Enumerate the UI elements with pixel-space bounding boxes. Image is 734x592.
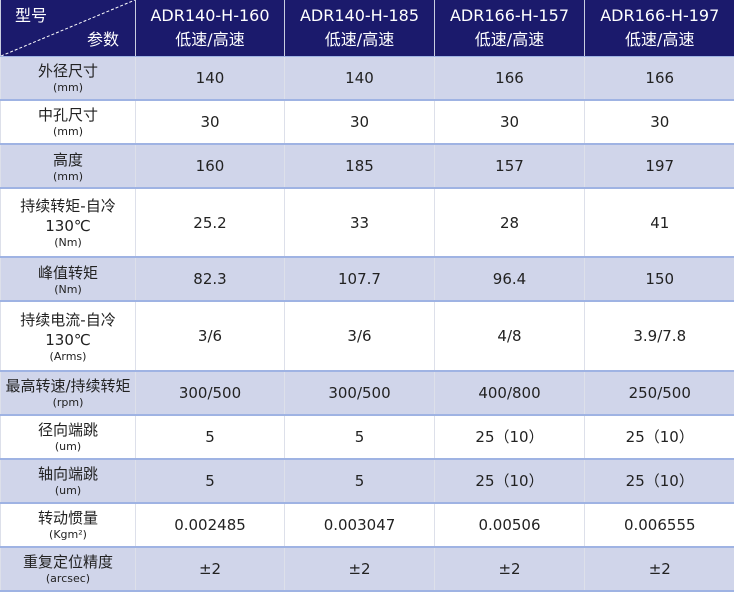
value-cell: 25（10）: [434, 458, 585, 504]
value-cell: 30: [584, 99, 734, 146]
value-cell: 107.7: [284, 257, 435, 303]
param-cell: 高度 (mm): [0, 144, 136, 190]
model-header: ADR166-H-157 低速/高速: [434, 0, 585, 57]
value-cell: 185: [284, 144, 435, 190]
value-cell: 3/6: [135, 301, 285, 372]
header-row: 型号 参数 ADR140-H-160 低速/高速 ADR140-H-185 低速/高…: [0, 0, 734, 57]
table-row: 持续电流-自冷 130℃ (Arms) 3/6 3/6 4/8 3.9/7.8: [0, 301, 734, 372]
value-cell: 5: [135, 414, 285, 460]
value-cell: 0.00506: [434, 502, 585, 548]
model-header: ADR140-H-185 低速/高速: [284, 0, 435, 57]
value-cell: 300/500: [135, 370, 285, 416]
value-cell: 82.3: [135, 257, 285, 303]
value-cell: 140: [284, 56, 435, 101]
table-row: 径向端跳 (um) 5 5 25（10） 25（10）: [0, 414, 734, 460]
value-cell: 33: [284, 188, 435, 259]
value-cell: 5: [284, 458, 435, 504]
value-cell: 0.002485: [135, 502, 285, 548]
value-cell: 25（10）: [584, 414, 734, 460]
value-cell: ±2: [434, 546, 585, 592]
value-cell: 30: [434, 99, 585, 146]
value-cell: 30: [135, 99, 285, 146]
value-cell: 166: [584, 56, 734, 101]
table-row: 重复定位精度 (arcsec) ±2 ±2 ±2 ±2: [0, 546, 734, 592]
value-cell: 3.9/7.8: [584, 301, 734, 372]
value-cell: 250/500: [584, 370, 734, 416]
param-cell: 峰值转矩 (Nm): [0, 257, 136, 303]
table-row: 转动惯量 (Kgm²) 0.002485 0.003047 0.00506 0.00655…: [0, 502, 734, 548]
value-cell: 140: [135, 56, 285, 101]
value-cell: 300/500: [284, 370, 435, 416]
param-cell: 重复定位精度 (arcsec): [0, 546, 136, 592]
value-cell: 5: [135, 458, 285, 504]
param-cell: 转动惯量 (Kgm²): [0, 502, 136, 548]
corner-cell: 型号 参数: [0, 0, 136, 57]
value-cell: 25（10）: [584, 458, 734, 504]
value-cell: 28: [434, 188, 585, 259]
value-cell: 150: [584, 257, 734, 303]
table-row: 最高转速/持续转矩 (rpm) 300/500 300/500 400/800 250/5…: [0, 370, 734, 416]
param-label: 参数: [86, 30, 119, 49]
table-row: 轴向端跳 (um) 5 5 25（10） 25（10）: [0, 458, 734, 504]
model-label: 型号: [15, 6, 48, 25]
param-cell: 外径尺寸 (mm): [0, 56, 136, 101]
param-cell: 持续电流-自冷 130℃ (Arms): [0, 301, 136, 372]
model-header: ADR140-H-160 低速/高速: [135, 0, 285, 57]
table-row: 中孔尺寸 (mm) 30 30 30 30: [0, 99, 734, 146]
value-cell: 41: [584, 188, 734, 259]
value-cell: 166: [434, 56, 585, 101]
value-cell: 25.2: [135, 188, 285, 259]
value-cell: 400/800: [434, 370, 585, 416]
value-cell: 96.4: [434, 257, 585, 303]
value-cell: 4/8: [434, 301, 585, 372]
model-header: ADR166-H-197 低速/高速: [584, 0, 734, 57]
value-cell: 157: [434, 144, 585, 190]
value-cell: 0.003047: [284, 502, 435, 548]
value-cell: 3/6: [284, 301, 435, 372]
table-row: 峰值转矩 (Nm) 82.3 107.7 96.4 150: [0, 257, 734, 303]
value-cell: ±2: [584, 546, 734, 592]
param-cell: 持续转矩-自冷 130℃ (Nm): [0, 188, 136, 259]
table-row: 持续转矩-自冷 130℃ (Nm) 25.2 33 28 41: [0, 188, 734, 259]
value-cell: 197: [584, 144, 734, 190]
value-cell: 5: [284, 414, 435, 460]
param-cell: 轴向端跳 (um): [0, 458, 136, 504]
value-cell: 25（10）: [434, 414, 585, 460]
value-cell: 160: [135, 144, 285, 190]
value-cell: ±2: [284, 546, 435, 592]
table-row: 高度 (mm) 160 185 157 197: [0, 144, 734, 190]
value-cell: ±2: [135, 546, 285, 592]
value-cell: 30: [284, 99, 435, 146]
param-cell: 径向端跳 (um): [0, 414, 136, 460]
param-cell: 最高转速/持续转矩 (rpm): [0, 370, 136, 416]
table-row: 外径尺寸 (mm) 140 140 166 166: [0, 56, 734, 101]
value-cell: 0.006555: [584, 502, 734, 548]
param-cell: 中孔尺寸 (mm): [0, 99, 136, 146]
